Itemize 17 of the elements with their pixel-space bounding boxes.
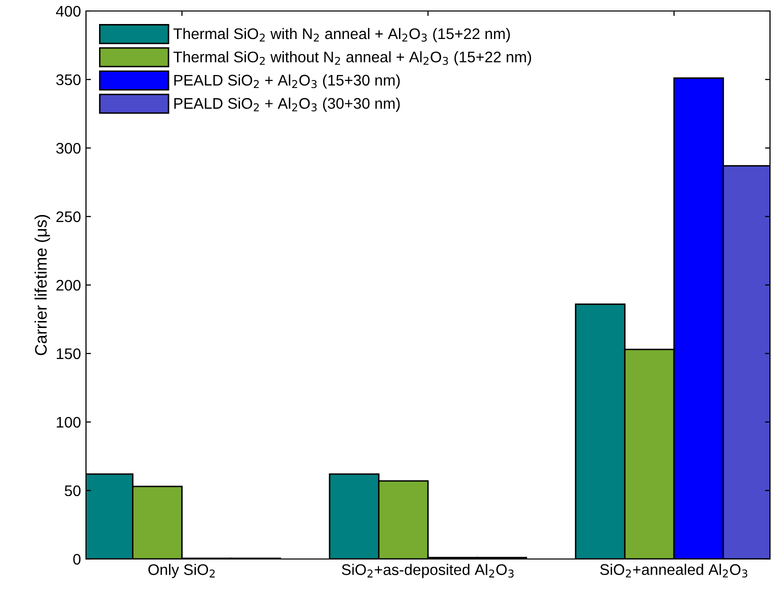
y-tick-label: 200 bbox=[56, 280, 81, 291]
y-tick-label: 100 bbox=[56, 416, 81, 428]
text: Thermal SiO$_{2}$ without N$_{2}$ anneal + Al$_{2}$O$_{3}$ (15+22 nm) bbox=[173, 51, 532, 66]
y-axis-title: Carrier lifetime (μs) bbox=[34, 215, 50, 356]
y-tick-label: 150 bbox=[56, 348, 81, 360]
y-tick-label: 350 bbox=[56, 74, 81, 86]
y-tick-label: 300 bbox=[56, 142, 81, 154]
legend-label: PEALD SiO$_{2}$ + Al$_{2}$O$_{3}$ (15+30 nm) bbox=[174, 74, 400, 89]
y-tick-label: 400 bbox=[56, 6, 81, 17]
x-tick-label: SiO$_{2}$+annealed Al$_{2}$O$_{3}$ bbox=[600, 564, 748, 578]
y-tick-label: 50 bbox=[64, 485, 81, 496]
text: Thermal SiO$_{2}$ with N$_{2}$ anneal + Al$_{2}$O$_{3}$ (15+22 nm) bbox=[173, 28, 510, 42]
y-tick-label: 0 bbox=[73, 554, 81, 565]
x-tick-label: SiO$_{2}$+as-deposited Al$_{2}$O$_{3}$ bbox=[342, 564, 514, 578]
x-tick-label: Only SiO$_{2}$ bbox=[148, 564, 215, 578]
legend-label: PEALD SiO$_{2}$ + Al$_{2}$O$_{3}$ (30+30 nm) bbox=[174, 98, 400, 112]
y-tick-label: 250 bbox=[56, 211, 81, 222]
